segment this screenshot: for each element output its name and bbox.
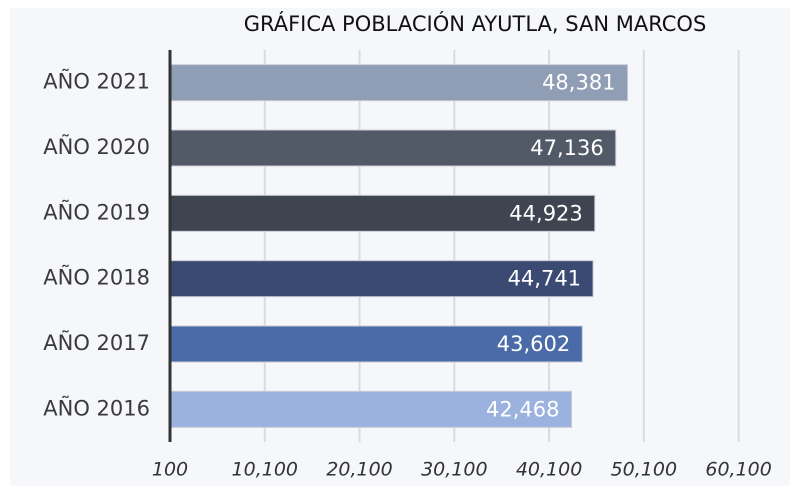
x-tick-label: 50,100: [611, 459, 677, 481]
x-tick-label: 20,100: [326, 459, 392, 481]
y-tick-label: AÑO 2018: [43, 264, 150, 290]
y-tick-label: AÑO 2016: [43, 394, 150, 420]
value-label: 44,923: [509, 201, 582, 225]
bar: [169, 260, 594, 298]
value-label: 47,136: [530, 136, 603, 160]
x-tick-label: 10,100: [232, 459, 298, 481]
bar: [169, 64, 629, 102]
y-tick-label: AÑO 2021: [43, 68, 150, 94]
value-label: 44,741: [508, 267, 581, 291]
y-tick-label: AÑO 2019: [43, 198, 150, 224]
value-label: 43,602: [497, 332, 570, 356]
x-tick-label: 60,100: [705, 459, 771, 481]
chart-title: GRÁFICA POBLACIÓN AYUTLA, SAN MARCOS: [244, 11, 707, 36]
x-tick-label: 30,100: [421, 459, 487, 481]
bar: [169, 129, 617, 167]
value-label: 48,381: [542, 71, 615, 95]
value-label: 42,468: [486, 397, 559, 421]
y-tick-label: AÑO 2017: [43, 329, 150, 355]
bar: [169, 325, 583, 363]
x-tick-label: 40,100: [516, 459, 582, 481]
y-tick-label: AÑO 2020: [43, 133, 150, 159]
x-tick-label: 100: [152, 459, 188, 481]
bar: [169, 390, 573, 428]
bar: [169, 194, 596, 232]
